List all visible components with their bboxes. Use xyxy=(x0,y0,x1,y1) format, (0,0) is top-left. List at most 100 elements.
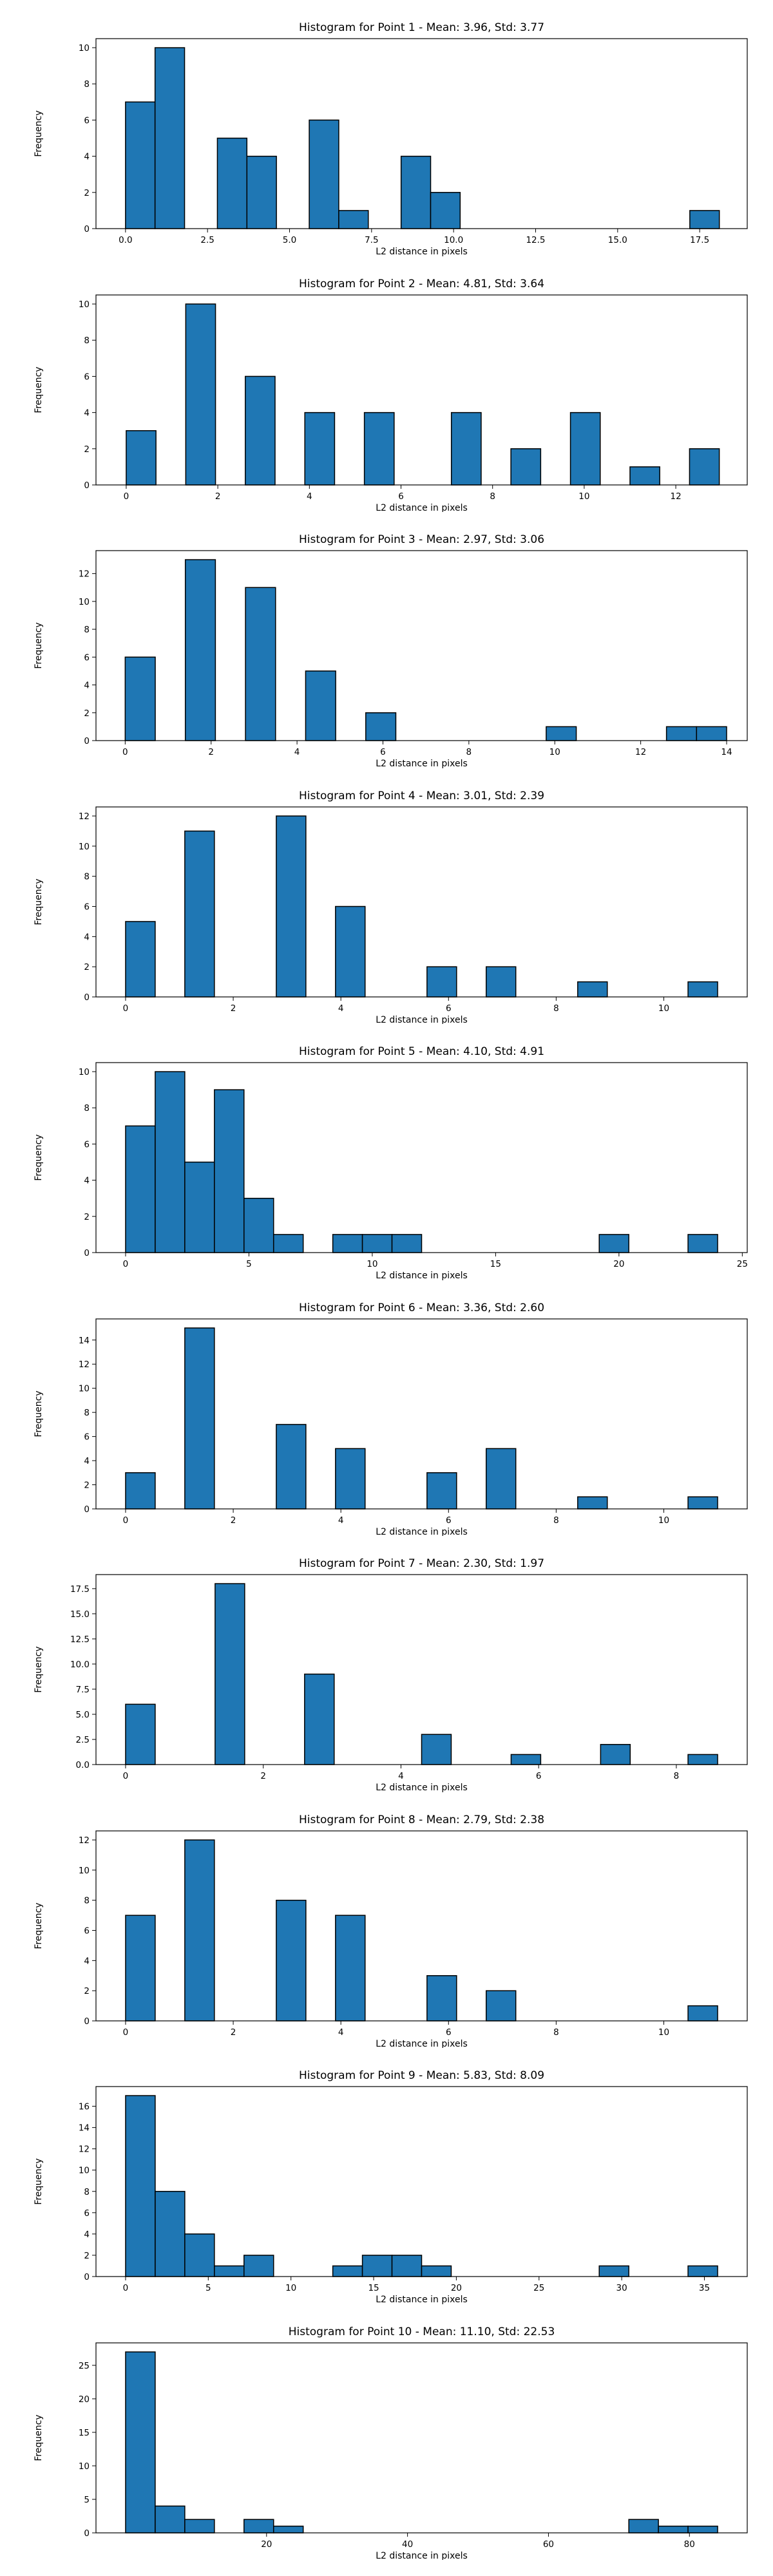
x-tick-label: 4 xyxy=(307,491,312,502)
y-tick-label: 12 xyxy=(79,1359,90,1370)
y-tick-label: 4 xyxy=(84,1456,90,1466)
histogram-bar xyxy=(365,712,397,741)
histogram-bar xyxy=(215,1583,245,1765)
histogram-bar xyxy=(155,1071,186,1253)
histogram-bar xyxy=(430,192,461,229)
histogram-bar xyxy=(687,2265,718,2277)
x-tick-label: 6 xyxy=(536,1771,542,1781)
x-tick-label: 0.0 xyxy=(119,235,132,245)
histogram-bar xyxy=(687,1234,718,1253)
histogram-bar xyxy=(426,1975,457,2022)
y-tick-label: 0 xyxy=(84,224,90,234)
histogram-bar xyxy=(184,2518,215,2533)
histogram-bar xyxy=(363,412,395,486)
x-tick-label: 0 xyxy=(123,1259,129,1269)
x-axis-label: L2 distance in pixels xyxy=(376,503,468,513)
histogram-bar xyxy=(628,2518,659,2533)
x-tick-label: 8 xyxy=(553,1003,559,1014)
histogram-bar xyxy=(687,981,718,998)
histogram-bar xyxy=(125,101,156,229)
x-tick-label: 7.5 xyxy=(365,235,378,245)
plot-frame xyxy=(95,806,748,998)
y-tick-label: 5 xyxy=(84,2494,90,2505)
y-tick-label: 2 xyxy=(84,1212,90,1222)
histogram-bar xyxy=(687,1496,718,1510)
histogram-bar xyxy=(184,1327,215,1510)
x-tick-label: 14 xyxy=(721,747,732,757)
histogram-chart-8: Histogram for Point 8 - Mean: 2.79, Std:… xyxy=(33,1814,748,2049)
y-tick-label: 6 xyxy=(84,1926,90,1936)
y-tick-label: 2.5 xyxy=(76,1735,90,1745)
y-tick-label: 8 xyxy=(84,1103,90,1113)
histogram-bar xyxy=(246,155,277,229)
x-tick-label: 8 xyxy=(553,2027,559,2038)
x-tick-label: 2 xyxy=(231,2027,236,2038)
y-axis-label: Frequency xyxy=(33,110,44,156)
histogram-bar xyxy=(421,2265,452,2277)
x-tick-label: 35 xyxy=(699,2283,710,2293)
histogram-bar xyxy=(332,1234,363,1253)
y-tick-label: 0 xyxy=(84,1504,90,1515)
x-tick-label: 25 xyxy=(533,2283,544,2293)
x-tick-label: 2 xyxy=(231,1003,236,1014)
histogram-bar xyxy=(272,1234,304,1253)
y-tick-label: 0 xyxy=(84,2016,90,2027)
histogram-bar xyxy=(125,2351,156,2533)
histogram-bar xyxy=(245,375,276,486)
chart-title: Histogram for Point 3 - Mean: 2.97, Std:… xyxy=(299,533,544,546)
x-tick-label: 10 xyxy=(367,1259,377,1269)
plot-frame xyxy=(95,1574,748,1765)
x-axis-label: L2 distance in pixels xyxy=(376,1783,468,1792)
y-axis-label: Frequency xyxy=(33,1902,44,1949)
chart-title: Histogram for Point 2 - Mean: 4.81, Std:… xyxy=(299,278,544,290)
histogram-bar xyxy=(335,1448,366,1510)
histogram-bar xyxy=(243,2518,274,2533)
x-tick-label: 5.0 xyxy=(283,235,296,245)
x-tick-label: 15 xyxy=(368,2283,379,2293)
y-tick-label: 10.0 xyxy=(70,1660,90,1670)
histogram-bar xyxy=(629,466,660,486)
y-axis-label: Frequency xyxy=(33,366,44,413)
y-tick-label: 20 xyxy=(79,2394,90,2404)
y-tick-label: 0 xyxy=(84,2528,90,2539)
histogram-bar xyxy=(125,1472,156,1510)
plot-frame xyxy=(95,294,748,486)
histogram-bar xyxy=(276,1899,307,2022)
histogram-bar xyxy=(546,726,577,741)
y-axis-label: Frequency xyxy=(33,2158,44,2204)
y-tick-label: 6 xyxy=(84,1139,90,1150)
y-tick-label: 0 xyxy=(84,2272,90,2282)
x-tick-label: 8 xyxy=(466,747,472,757)
histogram-bar xyxy=(665,726,698,741)
y-tick-label: 0 xyxy=(84,480,90,491)
histogram-bar xyxy=(577,981,608,998)
x-tick-label: 20 xyxy=(261,2539,272,2550)
x-axis-label: L2 distance in pixels xyxy=(376,1527,468,1537)
histogram-bar xyxy=(155,2505,186,2533)
y-tick-label: 10 xyxy=(79,43,90,53)
x-tick-label: 25 xyxy=(737,1259,748,1269)
x-tick-label: 4 xyxy=(398,1771,404,1781)
y-tick-label: 10 xyxy=(79,2166,90,2176)
y-tick-label: 8 xyxy=(84,1895,90,1906)
histogram-bar xyxy=(391,2255,423,2277)
y-tick-label: 4 xyxy=(84,681,90,691)
histogram-bar xyxy=(154,47,186,229)
x-axis-label: L2 distance in pixels xyxy=(376,247,468,256)
x-tick-label: 17.5 xyxy=(690,235,709,245)
y-axis-label: Frequency xyxy=(33,1390,44,1437)
y-tick-label: 6 xyxy=(84,115,90,126)
histogram-chart-6: Histogram for Point 6 - Mean: 3.36, Std:… xyxy=(33,1302,748,1537)
y-tick-label: 8 xyxy=(84,871,90,882)
x-axis-label: L2 distance in pixels xyxy=(376,2039,468,2049)
histogram-bar xyxy=(400,155,432,229)
chart-title: Histogram for Point 7 - Mean: 2.30, Std:… xyxy=(299,1557,544,1570)
y-tick-label: 4 xyxy=(84,1176,90,1186)
y-tick-label: 12 xyxy=(79,1835,90,1846)
y-tick-label: 4 xyxy=(84,1956,90,1966)
histogram-bar xyxy=(510,1754,542,1765)
x-tick-label: 12 xyxy=(635,747,646,757)
y-tick-label: 12 xyxy=(79,569,90,580)
histogram-chart-3: Histogram for Point 3 - Mean: 2.97, Std:… xyxy=(33,533,748,768)
chart-title: Histogram for Point 10 - Mean: 11.10, St… xyxy=(289,2325,555,2338)
